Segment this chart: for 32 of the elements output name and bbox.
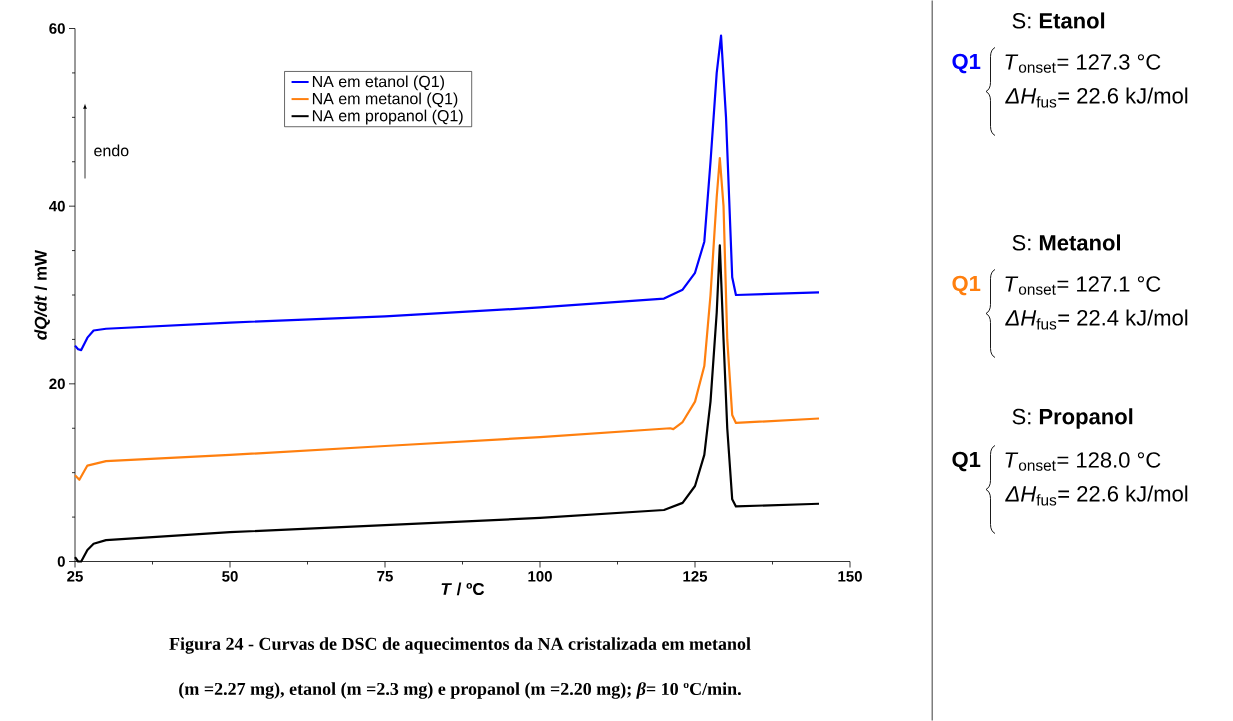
- text: (m =2.27 mg), etanol (m =2.3 mg) e propanol (m =2.20 mg); β= 10 ºC/min.: [179, 682, 741, 699]
- text: Figura 24 - Curvas de DSC de aquecimentos da NA cristalizada em metanol: [169, 637, 751, 654]
- text: ΔH$_{fus}$= 22.6 kJ/mol: [1005, 485, 1188, 506]
- text: Q1: [952, 275, 981, 296]
- line-series: [73, 34, 821, 352]
- y-tick-label: 40: [49, 200, 65, 212]
- legend-label: NA em etanol (Q1): [312, 75, 444, 91]
- text: T$_{onset}$= 127.3 °C: [1005, 54, 1161, 73]
- y-tick-label: 60: [49, 23, 65, 34]
- y-axis-title: dQ/dt / mW: [34, 249, 50, 340]
- text: T$_{onset}$= 127.1 °C: [1005, 276, 1161, 295]
- text: Q1: [952, 53, 981, 74]
- text: S: Etanol: [1012, 12, 1105, 29]
- x-tick-label: 100: [528, 571, 552, 582]
- text: ΔH$_{fus}$= 22.4 kJ/mol: [1005, 309, 1188, 330]
- x-tick-label: 25: [67, 571, 83, 582]
- x-tick-label: 150: [838, 571, 862, 582]
- y-tick-label: 0: [57, 556, 65, 567]
- text: ΔH$_{fus}$= 22.6 kJ/mol: [1005, 87, 1188, 108]
- x-tick-label: 125: [683, 571, 708, 582]
- text: S: Metanol: [1012, 234, 1120, 251]
- annotation: endo: [94, 144, 129, 157]
- text: Q1: [952, 451, 981, 472]
- line-series: [73, 157, 821, 481]
- legend-label: NA em metanol (Q1): [312, 92, 458, 108]
- y-tick-label: 20: [49, 378, 65, 390]
- text: T$_{onset}$= 128.0 °C: [1005, 452, 1161, 471]
- text: S: Propanol: [1012, 408, 1133, 429]
- legend-label: NA em propanol (Q1): [312, 109, 463, 125]
- x-tick-label: 75: [377, 571, 393, 582]
- x-tick-label: 50: [222, 571, 238, 582]
- x-axis-title: T / ºC: [441, 582, 485, 596]
